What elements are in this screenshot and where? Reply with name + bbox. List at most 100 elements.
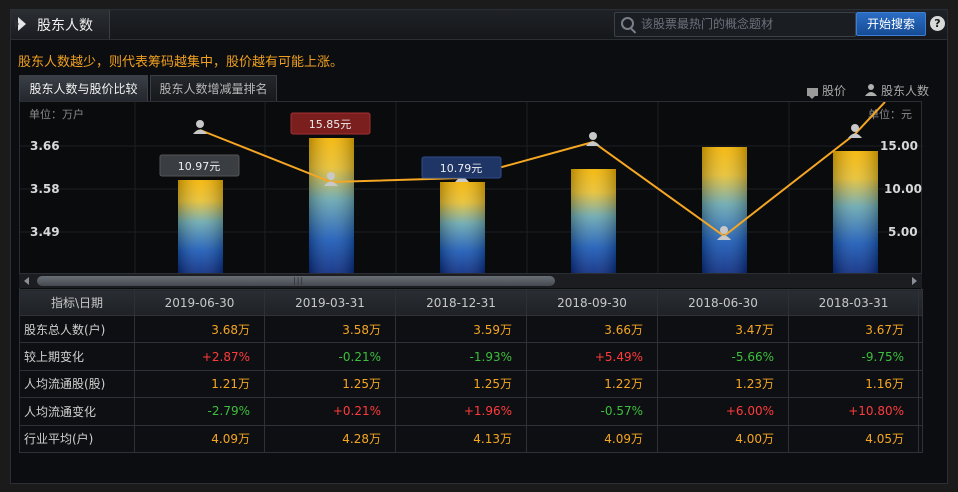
table-cell: -5.66% [657, 342, 789, 371]
left-tick: 3.58 [30, 182, 60, 196]
price-legend-icon [807, 87, 818, 99]
price-label-text: 10.97元 [178, 160, 221, 173]
table-cell: 3.58万 [264, 314, 396, 344]
person-marker-icon[interactable] [324, 172, 338, 186]
bar[interactable] [702, 147, 747, 274]
price-label: 10.97元 [159, 154, 240, 177]
header-cell-date[interactable]: 2018-03-31 [788, 289, 919, 316]
table-cell: 4.09万 [526, 424, 658, 454]
grip-icon: ||| [293, 276, 305, 285]
table-cell: 3.47万 [657, 314, 789, 344]
table-cell: 4.28万 [264, 424, 396, 454]
table-cell: 4.13万 [395, 424, 527, 454]
help-icon[interactable]: ? [930, 16, 945, 31]
price-label-text: 15.85元 [309, 118, 352, 131]
price-label: 10.79元 [421, 156, 502, 179]
table-cell: 1.25万 [264, 369, 396, 399]
header-cell-date[interactable]: 2018-12-31 [395, 289, 527, 316]
left-tick: 3.49 [30, 225, 60, 239]
chevron-right-icon [15, 17, 26, 31]
table-cell: +0.21% [264, 397, 396, 426]
header-cell-date[interactable]: 2019-03-31 [264, 289, 396, 316]
table-cell: +10.80% [788, 397, 919, 426]
bar[interactable] [440, 182, 485, 274]
header-cell-spacer [918, 289, 923, 316]
table-cell: -9.75% [788, 342, 919, 371]
holders-table: 指标\日期 2019-06-30 2019-03-31 2018-12-31 2… [19, 289, 923, 454]
table-cell-spacer [918, 314, 923, 344]
table-cell: 3.68万 [134, 314, 265, 344]
person-icon [865, 84, 877, 96]
table-row: 行业平均(户) 4.09万 4.28万 4.13万 4.09万 4.00万 4.05万 [19, 424, 923, 454]
table-row: 人均流通股(股) 1.21万 1.25万 1.25万 1.22万 1.23万 1.16万 [19, 369, 923, 399]
legend-holders-label: 股东人数 [881, 84, 930, 98]
tab-holders-vs-price[interactable]: 股东人数与股价比较 [19, 75, 148, 102]
bar[interactable] [309, 138, 354, 274]
person-marker-icon[interactable] [586, 132, 600, 146]
header-cell-date[interactable]: 2018-06-30 [657, 289, 789, 316]
table-cell: +1.96% [395, 397, 527, 426]
notice-text: 股东人数越少，则代表筹码越集中，股价越有可能上涨。 [18, 55, 344, 70]
row-label: 较上期变化 [19, 342, 135, 371]
table-cell: -2.79% [134, 397, 265, 426]
table-cell: +2.87% [134, 342, 265, 371]
price-label: 15.85元 [290, 112, 371, 135]
row-label: 人均流通股(股) [19, 369, 135, 399]
table-cell-spacer [918, 397, 923, 426]
table-cell: 4.09万 [134, 424, 265, 454]
chart-scrollbar[interactable]: ||| [19, 273, 922, 288]
chart-area: 单位：万户 单位：元 3.66 3.58 3.49 15.00 10.00 5.… [19, 101, 923, 290]
row-label: 股东总人数(户) [19, 314, 135, 344]
left-tick: 3.66 [30, 139, 60, 153]
table-cell-spacer [918, 369, 923, 399]
search-input[interactable] [641, 15, 847, 33]
person-marker-icon[interactable] [717, 226, 731, 240]
bar[interactable] [178, 180, 223, 274]
table-cell: -0.57% [526, 397, 658, 426]
row-label: 人均流通变化 [19, 397, 135, 426]
tab-holders-ranking[interactable]: 股东人数增减量排名 [150, 75, 277, 102]
legend-price-label: 股价 [822, 84, 847, 98]
header-cell-date[interactable]: 2018-09-30 [526, 289, 658, 316]
table-cell: 3.67万 [788, 314, 919, 344]
table-cell: 1.25万 [395, 369, 527, 399]
search-box[interactable] [614, 12, 856, 37]
search-icon [621, 17, 634, 30]
search-button[interactable]: 开始搜索 [856, 12, 926, 36]
price-label-text: 10.79元 [440, 162, 483, 175]
table-row: 股东总人数(户) 3.68万 3.58万 3.59万 3.66万 3.47万 3.67万 [19, 314, 923, 344]
table-cell: 1.16万 [788, 369, 919, 399]
person-marker-icon[interactable] [193, 120, 207, 134]
right-tick: 5.00 [888, 225, 918, 239]
right-axis-unit: 单位：元 [868, 107, 912, 121]
row-label: 行业平均(户) [19, 424, 135, 454]
legend-holders: 股东人数 [864, 82, 929, 99]
table-row: 人均流通变化 -2.79% +0.21% +1.96% -0.57% +6.00% +10.… [19, 397, 923, 426]
table-row: 较上期变化 +2.87% -0.21% -1.93% +5.49% -5.66% -9.75… [19, 342, 923, 371]
right-tick: 15.00 [880, 139, 918, 153]
holders-price-chart: 单位：万户 单位：元 3.66 3.58 3.49 15.00 10.00 5.… [20, 102, 923, 274]
bar[interactable] [833, 151, 878, 274]
table-cell-spacer [918, 342, 923, 371]
table-cell: +5.49% [526, 342, 658, 371]
right-tick: 10.00 [884, 182, 922, 196]
bar[interactable] [571, 169, 616, 274]
table-cell: 1.21万 [134, 369, 265, 399]
scroll-right-icon[interactable] [912, 277, 917, 285]
panel-title-tab: 股东人数 [11, 10, 110, 39]
person-marker-icon[interactable] [848, 124, 862, 138]
left-axis-unit: 单位：万户 [29, 107, 84, 121]
table-cell: 4.00万 [657, 424, 789, 454]
table-header-row: 指标\日期 2019-06-30 2019-03-31 2018-12-31 2… [19, 289, 923, 316]
header-cell-date[interactable]: 2019-06-30 [134, 289, 265, 316]
scrollbar-thumb[interactable]: ||| [37, 276, 555, 286]
legend-price: 股价 [807, 82, 846, 99]
table-cell: 1.23万 [657, 369, 789, 399]
table-cell-spacer [918, 424, 923, 454]
scroll-left-icon[interactable] [24, 277, 29, 285]
header-cell-metric: 指标\日期 [19, 289, 135, 316]
panel-title: 股东人数 [37, 18, 93, 34]
table-cell: 1.22万 [526, 369, 658, 399]
table-cell: +6.00% [657, 397, 789, 426]
table-cell: -0.21% [264, 342, 396, 371]
